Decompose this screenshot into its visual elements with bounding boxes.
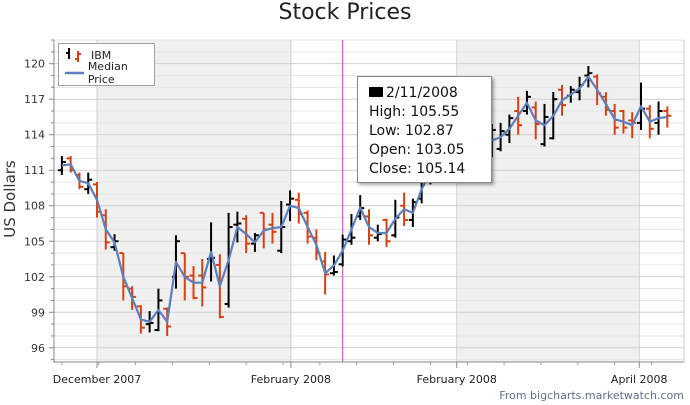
legend-label-median-price: Median Price (87, 60, 128, 86)
tooltip: 2/11/2008 High: 105.55 Low: 102.87 Open:… (357, 76, 492, 183)
tooltip-open: Open: 103.05 (369, 142, 465, 158)
tooltip-date: 2/11/2008 (386, 85, 458, 101)
y-tick-label: 99 (31, 306, 45, 319)
tooltip-high: High: 105.55 (369, 104, 460, 120)
y-tick-label: 120 (24, 58, 45, 71)
x-tick-label: April 2008 (611, 373, 668, 386)
y-tick-label: 96 (31, 342, 45, 355)
y-tick-label: 102 (24, 271, 45, 284)
legend: IBM Median Price (58, 43, 155, 86)
tooltip-low: Low: 102.87 (369, 123, 454, 139)
x-tick-label: February 2008 (251, 373, 331, 386)
legend-label-ibm: IBM (91, 48, 112, 62)
y-tick-label: 114 (24, 129, 45, 142)
shaded-band (96, 40, 291, 362)
source-credit[interactable]: From bigcharts.marketwatch.com (499, 389, 684, 402)
tooltip-close: Close: 105.14 (369, 161, 466, 177)
series-swatch-icon (369, 87, 383, 97)
y-tick-label: 117 (24, 93, 45, 106)
y-tick-label: 111 (24, 164, 45, 177)
y-tick-label: 108 (24, 200, 45, 213)
line-icon (65, 71, 84, 75)
ohlc-bar-icon (66, 48, 81, 62)
chart-title: Stock Prices (278, 0, 412, 25)
legend-item-ibm[interactable]: IBM (65, 47, 111, 63)
median-price-line (61, 75, 668, 323)
y-tick-label: 105 (24, 235, 45, 248)
x-tick-label: February 2008 (417, 373, 497, 386)
legend-item-median-price[interactable]: Median Price (65, 60, 154, 86)
x-tick-label: December 2007 (53, 373, 142, 386)
